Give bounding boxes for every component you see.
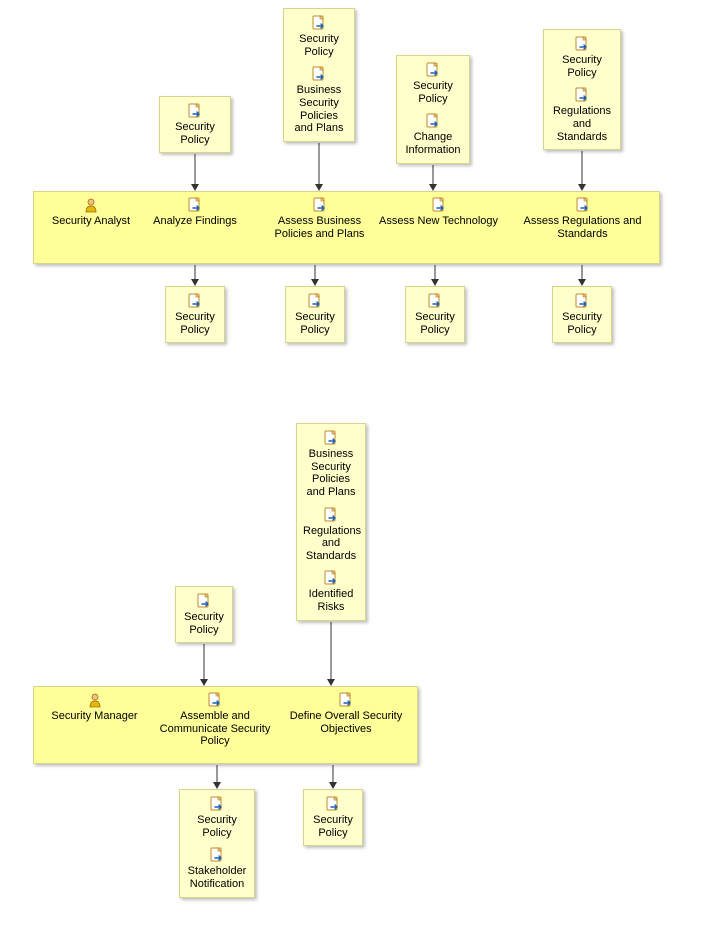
artifact-label: Security Policy (182, 611, 226, 636)
role-security-manager: Security Manager (42, 692, 147, 723)
artifact-item: Business Security Policies and Plans (303, 430, 359, 499)
role-security-analyst: Security Analyst (42, 197, 140, 228)
diagram-canvas: Security Policy Business Security Policie… (0, 0, 701, 939)
artifact-label: Regulations and Standards (303, 525, 359, 563)
artifact-label: Identified Risks (303, 588, 359, 613)
artifact-box: Business Security Policies and Plans Regu… (296, 423, 366, 621)
artifact-item: Security Policy (290, 15, 348, 58)
task-define-overall-security-objectives: Define Overall Security Objectives (286, 692, 406, 735)
task-assess-business-policies-and-plans: Assess Business Policies and Plans (267, 197, 372, 240)
artifact-label: Security Policy (559, 311, 605, 336)
artifact-label: Security Policy (412, 311, 458, 336)
artifact-label: Change Information (403, 131, 463, 156)
role-label: Security Analyst (42, 215, 140, 228)
task-label: Assess New Technology (376, 215, 501, 228)
task-analyze-findings: Analyze Findings (150, 197, 240, 228)
artifact-label: Security Policy (290, 33, 348, 58)
artifact-label: Security Policy (550, 54, 614, 79)
artifact-label: Security Policy (186, 814, 248, 839)
artifact-item: Identified Risks (303, 570, 359, 613)
task-assemble-and-communicate-security-policy: Assemble and Communicate Security Policy (155, 692, 275, 748)
artifact-item: Security Policy (186, 796, 248, 839)
artifact-label: Regulations and Standards (550, 105, 614, 143)
artifact-box: Security Policy Stakeholder Notification (179, 789, 255, 898)
artifact-item: Security Policy (292, 293, 338, 336)
task-label: Assess Business Policies and Plans (267, 215, 372, 240)
artifact-item: Security Policy (166, 103, 224, 146)
artifact-item: Stakeholder Notification (186, 847, 248, 890)
artifact-item: Regulations and Standards (550, 87, 614, 143)
artifact-label: Security Policy (172, 311, 218, 336)
artifact-label: Business Security Policies and Plans (303, 448, 359, 499)
artifact-label: Security Policy (403, 80, 463, 105)
artifact-item: Security Policy (310, 796, 356, 839)
artifact-item: Security Policy (182, 593, 226, 636)
artifact-item: Security Policy (172, 293, 218, 336)
artifact-label: Business Security Policies and Plans (290, 84, 348, 135)
artifact-item: Security Policy (559, 293, 605, 336)
artifact-box: Security Policy (175, 586, 233, 643)
task-label: Assemble and Communicate Security Policy (155, 710, 275, 748)
artifact-item: Security Policy (550, 36, 614, 79)
artifact-box: Security Policy (552, 286, 612, 343)
artifact-box: Security Policy (165, 286, 225, 343)
role-label: Security Manager (42, 710, 147, 723)
artifact-box: Security Policy (159, 96, 231, 153)
artifact-label: Stakeholder Notification (186, 865, 248, 890)
artifact-box: Security Policy Business Security Policie… (283, 8, 355, 142)
artifact-item: Regulations and Standards (303, 507, 359, 563)
artifact-label: Security Policy (166, 121, 224, 146)
artifact-box: Security Policy (405, 286, 465, 343)
artifact-item: Business Security Policies and Plans (290, 66, 348, 135)
artifact-item: Security Policy (412, 293, 458, 336)
task-assess-new-technology: Assess New Technology (376, 197, 501, 228)
artifact-box: Security Policy (285, 286, 345, 343)
artifact-box: Security Policy Regulations and Standards (543, 29, 621, 150)
artifact-box: Security Policy (303, 789, 363, 846)
task-label: Define Overall Security Objectives (286, 710, 406, 735)
artifact-box: Security Policy Change Information (396, 55, 470, 164)
artifact-item: Change Information (403, 113, 463, 156)
artifact-item: Security Policy (403, 62, 463, 105)
task-label: Analyze Findings (150, 215, 240, 228)
artifact-label: Security Policy (292, 311, 338, 336)
task-label: Assess Regulations and Standards (520, 215, 645, 240)
artifact-label: Security Policy (310, 814, 356, 839)
task-assess-regulations-and-standards: Assess Regulations and Standards (520, 197, 645, 240)
